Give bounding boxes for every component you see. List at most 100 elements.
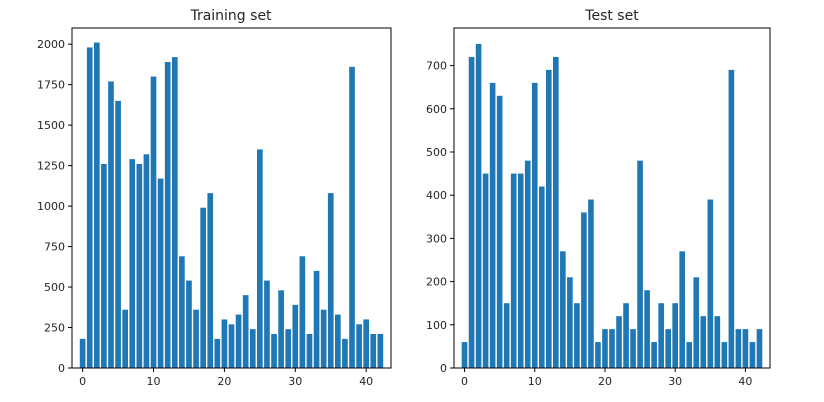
test-bar-25 (637, 160, 643, 368)
test-bar-11 (538, 186, 545, 368)
training-bar-6 (122, 309, 128, 368)
test-y-tick-label-700: 700 (426, 60, 447, 73)
training-bar-14 (179, 256, 185, 368)
training-bar-2 (93, 42, 100, 368)
test-bar-9 (524, 160, 531, 368)
training-bar-21 (228, 324, 235, 368)
training-bar-12 (164, 62, 171, 368)
test-y-tick-label-600: 600 (426, 103, 447, 116)
test-bar-31 (679, 251, 686, 368)
training-x-tick-label-20: 20 (217, 375, 231, 388)
test-bar-2 (475, 43, 482, 368)
test-bar-15 (567, 277, 573, 368)
test-y-tick-label-100: 100 (426, 319, 447, 332)
test-bar-17 (581, 212, 587, 368)
training-bar-31 (299, 256, 306, 368)
training-y-tick-label-1250: 1250 (37, 160, 65, 173)
test-bar-20 (602, 329, 608, 368)
training-bar-29 (285, 329, 292, 368)
test-bar-21 (609, 329, 615, 368)
test-bar-28 (658, 303, 664, 368)
test-y-tick-label-400: 400 (426, 189, 447, 202)
training-bar-26 (264, 280, 270, 368)
test-x-tick-label-20: 20 (598, 375, 612, 388)
training-bar-42 (377, 334, 384, 368)
test-bar-19 (595, 342, 601, 368)
training-y-tick-label-1000: 1000 (37, 200, 65, 213)
test-bar-14 (560, 251, 566, 368)
test-bar-22 (616, 316, 622, 368)
training-x-tick-label-10: 10 (147, 375, 161, 388)
test-bar-30 (672, 303, 679, 368)
training-y-tick-label-0: 0 (58, 362, 65, 375)
test-axes-frame (453, 27, 771, 369)
training-bar-18 (207, 193, 214, 368)
test-bar-10 (531, 82, 538, 369)
training-bar-4 (108, 81, 114, 369)
training-bar-16 (193, 309, 199, 368)
test-bar-33 (693, 277, 700, 368)
test-bar-34 (700, 316, 707, 368)
test-bar-3 (482, 173, 489, 368)
training-y-tick-label-1500: 1500 (37, 119, 65, 132)
training-bar-39 (356, 324, 362, 368)
training-bar-1 (86, 47, 93, 369)
training-bar-32 (306, 334, 313, 368)
training-bar-25 (257, 149, 263, 368)
training-y-tick-label-750: 750 (44, 241, 65, 254)
training-bar-7 (129, 159, 136, 368)
test-bar-27 (651, 342, 657, 368)
training-set-chart: Training set 0 10 20 30 40 0 250 500 750 1000 1250… (37, 8, 392, 388)
training-bar-33 (313, 270, 320, 368)
training-y-tick-label-250: 250 (44, 322, 65, 335)
test-x-tick-label-30: 30 (668, 375, 682, 388)
training-bar-5 (115, 100, 121, 369)
test-bar-4 (489, 82, 496, 369)
training-bar-15 (186, 280, 192, 368)
test-bar-0 (461, 342, 468, 368)
test-bar-42 (756, 329, 763, 368)
training-bar-30 (292, 304, 299, 368)
training-bar-36 (335, 314, 341, 368)
test-bar-36 (714, 316, 721, 368)
training-bar-17 (200, 207, 206, 368)
test-bar-39 (735, 329, 742, 368)
training-bar-13 (171, 57, 178, 368)
test-bar-6 (503, 303, 510, 368)
test-bar-16 (574, 303, 580, 368)
training-bar-8 (136, 164, 143, 368)
training-bar-19 (214, 338, 221, 368)
test-bar-12 (545, 69, 552, 368)
test-bar-40 (742, 329, 749, 368)
test-x-tick-label-10: 10 (528, 375, 542, 388)
training-bar-9 (143, 154, 150, 368)
test-bar-35 (707, 199, 714, 368)
training-bar-11 (157, 178, 164, 368)
training-bar-22 (235, 314, 242, 368)
test-bar-41 (749, 342, 756, 368)
training-x-tick-label-0: 0 (79, 375, 86, 388)
test-bar-24 (630, 329, 636, 368)
training-bar-28 (278, 290, 284, 368)
test-bar-37 (721, 342, 728, 368)
training-y-tick-label-500: 500 (44, 281, 65, 294)
test-bar-38 (728, 69, 735, 368)
test-y-tick-label-300: 300 (426, 232, 447, 245)
test-y-tick-label-500: 500 (426, 146, 447, 159)
training-bar-40 (363, 319, 370, 368)
test-bar-18 (588, 199, 594, 368)
test-bar-5 (496, 95, 503, 368)
test-y-tick-label-0: 0 (440, 362, 447, 375)
training-bar-24 (249, 329, 256, 368)
test-bar-29 (665, 329, 671, 368)
training-x-tick-label-30: 30 (288, 375, 302, 388)
training-axes-frame (71, 27, 392, 369)
training-bar-23 (242, 295, 249, 368)
test-set-title: Test set (584, 8, 639, 24)
training-bar-20 (221, 319, 228, 368)
training-bar-10 (150, 76, 157, 368)
training-bar-0 (79, 338, 86, 368)
test-y-tick-label-200: 200 (426, 276, 447, 289)
training-set-title: Training set (189, 8, 272, 24)
